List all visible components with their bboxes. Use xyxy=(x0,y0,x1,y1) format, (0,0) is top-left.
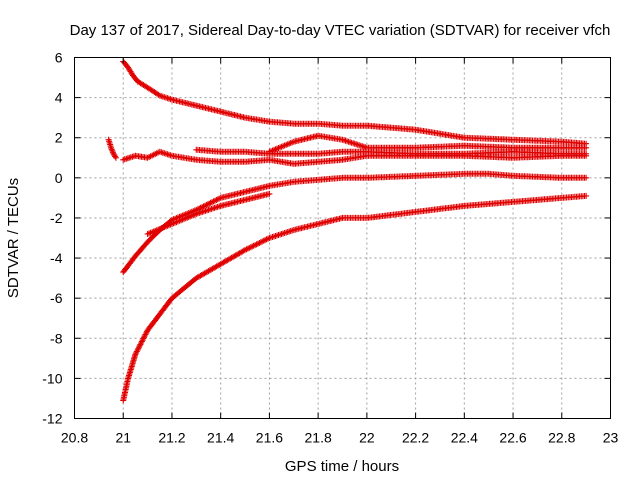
data-point xyxy=(141,334,147,341)
data-point xyxy=(136,342,143,349)
y-tick-label: 2 xyxy=(55,130,63,146)
chart-title: Day 137 of 2017, Sidereal Day-to-day VTE… xyxy=(70,22,611,39)
y-tick-label: -10 xyxy=(42,370,62,386)
y-tick-label: 0 xyxy=(55,170,63,186)
data-point xyxy=(266,190,273,197)
data-point xyxy=(265,235,271,242)
series-track-8 xyxy=(120,192,590,404)
data-point xyxy=(243,246,250,253)
x-tick-label: 20.8 xyxy=(61,430,88,446)
y-tick-label: -12 xyxy=(42,411,62,427)
x-tick-label: 22.8 xyxy=(548,430,575,446)
x-tick-label: 21.4 xyxy=(207,430,234,446)
data-point xyxy=(247,244,254,251)
data-point xyxy=(249,243,256,250)
data-point xyxy=(252,242,259,249)
x-tick-label: 21.6 xyxy=(256,430,283,446)
data-point xyxy=(214,196,221,203)
x-tick-label: 23 xyxy=(603,430,619,446)
data-point xyxy=(112,153,119,160)
y-axis-label: SDTVAR / TECUs xyxy=(5,178,22,298)
data-point xyxy=(203,202,210,208)
x-tick-label: 22.4 xyxy=(451,430,478,446)
data-point xyxy=(143,330,150,337)
data-point xyxy=(132,351,139,358)
x-tick-label: 21.8 xyxy=(305,430,332,446)
y-tick-label: -8 xyxy=(50,330,63,346)
data-point xyxy=(155,91,162,98)
x-tick-label: 22.6 xyxy=(499,430,526,446)
data-point xyxy=(138,338,145,345)
x-axis-label: GPS time / hours xyxy=(285,458,399,475)
grid-layer xyxy=(74,57,611,419)
y-tick-label: 6 xyxy=(55,50,63,66)
data-point xyxy=(262,237,269,244)
series-track-1 xyxy=(120,58,590,147)
points-layer xyxy=(105,58,590,404)
data-point xyxy=(257,239,264,246)
data-point xyxy=(210,198,217,205)
ticks-layer xyxy=(74,57,611,419)
y-tick-label: 4 xyxy=(55,90,63,106)
x-tick-label: 22 xyxy=(359,430,375,446)
series-track-7 xyxy=(144,190,273,237)
plot-frame xyxy=(74,57,611,419)
data-point xyxy=(209,199,216,206)
data-point xyxy=(140,335,147,342)
x-tick-label: 22.2 xyxy=(402,430,429,446)
x-tick-label: 21 xyxy=(115,430,131,446)
data-point xyxy=(260,237,267,244)
data-point xyxy=(136,344,142,351)
data-point xyxy=(253,241,260,248)
data-point xyxy=(213,197,220,203)
data-point xyxy=(134,347,141,354)
data-point xyxy=(583,144,590,151)
series-track-5 xyxy=(105,136,119,161)
data-point xyxy=(112,154,119,161)
y-tick-label: -6 xyxy=(50,290,63,306)
y-tick-label: -2 xyxy=(50,210,63,226)
data-point xyxy=(583,192,590,199)
data-point xyxy=(244,245,251,252)
data-point xyxy=(583,174,590,181)
x-tick-label: 21.2 xyxy=(158,430,185,446)
labels-layer: 20.8 21 21.2 21.4 21.6 21.8 22 22.2 22.4 22.6 22.8… xyxy=(42,50,618,446)
series-track-4 xyxy=(193,146,590,157)
series-track-6 xyxy=(120,170,590,276)
y-tick-label: -4 xyxy=(50,250,63,266)
data-point xyxy=(583,150,590,157)
